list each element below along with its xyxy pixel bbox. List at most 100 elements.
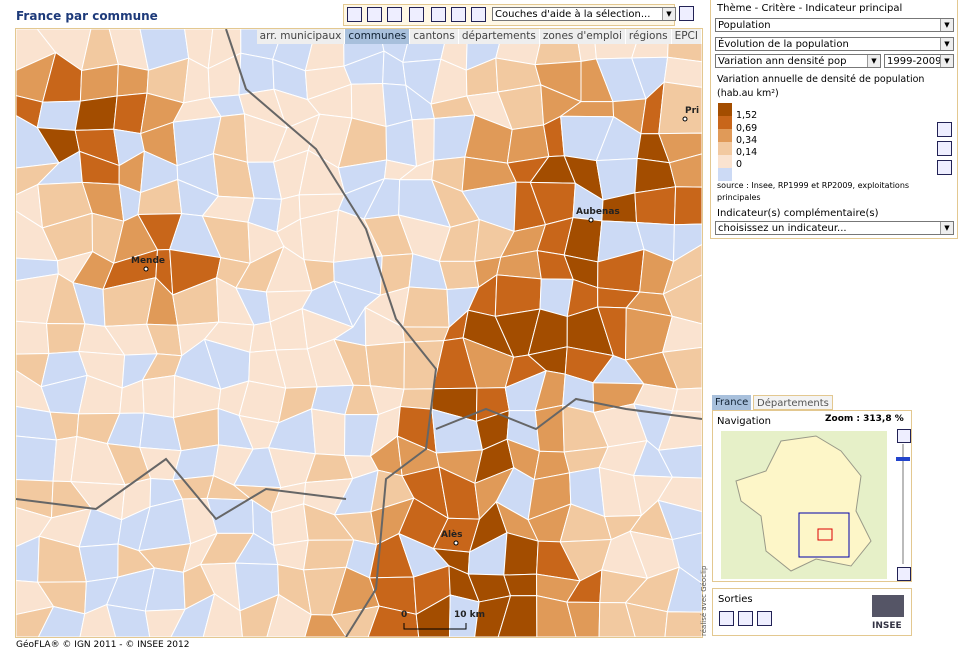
overview-map [721,431,887,579]
commune [170,592,216,637]
complementary-label: Indicateur(s) complémentaire(s) [717,208,879,219]
layer-select[interactable]: Couches d'aide à la sélection... [492,7,676,21]
commune [672,223,702,263]
level-tab[interactable]: régions [625,29,672,44]
commune [598,602,636,637]
panel-icon[interactable] [937,141,952,156]
commune [399,388,434,410]
commune [664,611,702,637]
commune [37,605,86,637]
commune [663,56,702,88]
footer: GéoFLA® © IGN 2011 - © INSEE 2012 [16,640,190,650]
department-border [435,397,702,431]
france-outline [735,435,872,572]
commune [144,608,186,637]
commune [634,186,677,226]
level-tab[interactable]: départements [458,29,540,44]
output-print[interactable] [738,611,753,626]
criterion-select[interactable]: Évolution de la population [715,37,954,51]
logo: INSEE [868,593,908,633]
tool-zoom[interactable] [347,7,362,22]
zoom-in[interactable] [897,429,911,443]
logo-mark [872,595,904,617]
commune [385,119,418,168]
city-dot [143,266,149,272]
commune [624,602,668,637]
department-border [16,457,347,521]
output-help[interactable] [719,611,734,626]
panel-icon[interactable] [937,122,952,137]
legend-title: Variation annuelle de densité de populat… [717,74,925,99]
city-label: Pri [685,106,699,116]
period-select[interactable]: 1999-2009 [884,54,954,68]
city-label: Mende [131,256,165,266]
legend-swatch [718,129,732,142]
indicator-select[interactable]: Variation ann densité pop [715,54,881,68]
toolbar: Couches d'aide à la sélection... [343,4,676,26]
commune [106,603,151,637]
level-tab[interactable]: communes [345,29,411,44]
commune [304,614,348,637]
legend-source: source : Insee, RP1999 et RP2009, exploi… [717,181,910,202]
tool-draw[interactable] [451,7,466,22]
nav-zoom: Zoom : 313,8 % [825,414,904,424]
scale-label: 10 km [454,610,485,620]
city-label: Aubenas [576,207,620,217]
tool-print[interactable] [471,7,486,22]
commune [666,566,702,613]
theme-select[interactable]: Population [715,18,954,32]
commune [536,594,577,637]
tool-pan[interactable] [367,7,382,22]
commune [411,117,435,168]
commune [673,186,702,226]
zoom-out[interactable] [897,567,911,581]
level-tab[interactable]: cantons [410,29,459,44]
commune [79,603,117,637]
commune [668,153,702,188]
indicator-panel [710,0,958,239]
map: Pri Aubenas Mende Alès 0 10 km arr. municipau… [15,28,703,638]
tool-find[interactable] [409,7,424,22]
output-close[interactable] [757,611,772,626]
legend-label: 1,52 [736,110,758,121]
nav-tab[interactable]: Départements [753,395,833,410]
outputs-title: Sorties [718,594,753,605]
complementary-select[interactable]: choisissez un indicateur... [715,221,954,235]
panel-icon[interactable] [937,160,952,175]
city-label: Alès [441,529,463,540]
zoom-handle[interactable] [896,457,910,461]
legend-swatch [718,155,732,168]
level-tab[interactable]: arr. municipaux [256,29,346,44]
level-tab[interactable]: EPCI [671,29,702,44]
tool-clear[interactable] [679,6,694,21]
nav-title: Navigation [717,416,771,427]
commune [238,52,275,96]
commune [16,320,50,355]
page-title: France par commune [16,9,158,23]
commune [662,274,702,325]
commune [661,315,702,353]
commune [78,543,119,583]
commune [566,601,601,637]
commune [662,243,702,296]
city-dot [453,540,459,546]
commune [36,100,81,131]
level-tab[interactable]: zones d'emploi [539,29,626,44]
tool-measure[interactable] [431,7,446,22]
commune [239,593,280,637]
commune [497,595,538,637]
nav-tab[interactable]: France [712,395,752,410]
tool-extent[interactable] [387,7,402,22]
legend-swatch [718,168,732,181]
legend-swatch [718,116,732,129]
commune [658,132,702,164]
legend-swatch [718,142,732,155]
navigator: Navigation Zoom : 313,8 % [712,410,912,582]
city-dot [588,217,594,223]
zoom-slider [902,444,904,564]
commune [657,410,702,451]
scale-label: 0 [401,610,407,620]
legend-label: 0 [736,159,743,170]
commune [661,346,702,390]
